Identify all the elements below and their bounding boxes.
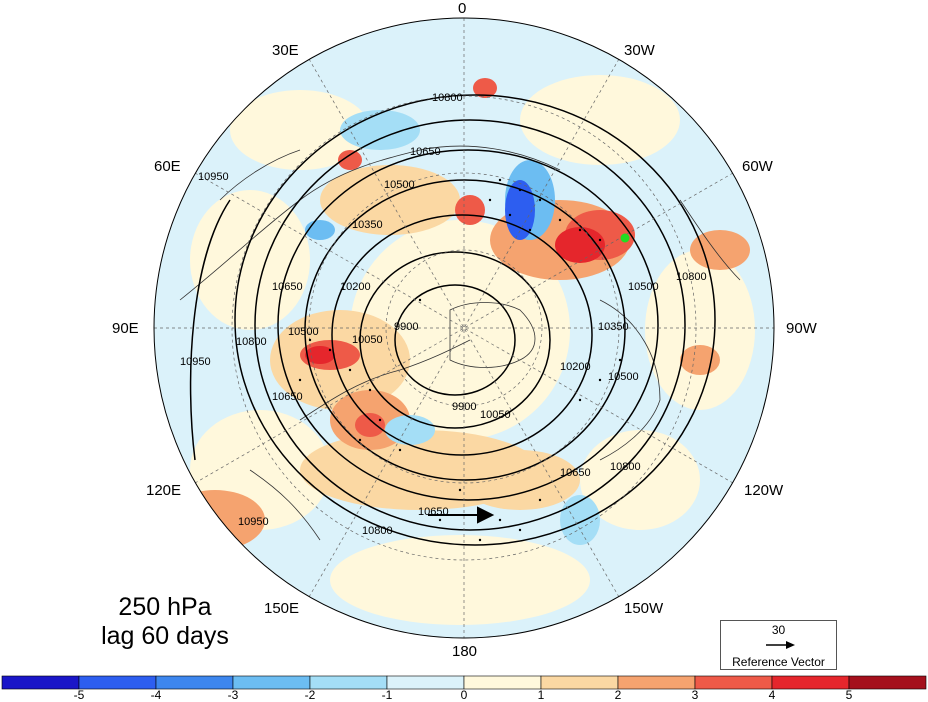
- plot-title-level: 250 hPa: [118, 593, 212, 621]
- contour-label: 10500: [628, 281, 659, 293]
- colorbar-tick-label: -1: [381, 688, 393, 702]
- colorbar-tick-label: 1: [537, 688, 545, 702]
- contour-label: 10200: [560, 361, 591, 373]
- lon-label-150w: 150W: [624, 600, 664, 617]
- colorbar: [1, 675, 927, 690]
- contour-label: 10050: [480, 409, 511, 421]
- contour-label: 10350: [352, 219, 383, 231]
- lon-label-180: 180: [452, 643, 478, 660]
- colorbar-tick-label: -3: [227, 688, 239, 702]
- colorbar-swatch: [848, 675, 927, 690]
- map-border: [153, 17, 775, 639]
- contour-label: 10800: [676, 271, 707, 283]
- colorbar-tick-label: 4: [768, 688, 776, 702]
- colorbar-tick-label: -5: [73, 688, 85, 702]
- colorbar-tick-label: 0: [460, 688, 468, 702]
- contour-label: 10500: [288, 326, 319, 338]
- contour-label: 10800: [236, 336, 267, 348]
- contour-label: 10650: [560, 467, 591, 479]
- reference-vector-value: 30: [771, 623, 786, 637]
- contour-label: 10650: [410, 146, 441, 158]
- map-wind-arrow: [428, 506, 495, 524]
- contour-label: 10500: [608, 371, 639, 383]
- location-marker: [620, 233, 630, 243]
- plot-title-lag: lag 60 days: [101, 622, 229, 650]
- contour-label: 10500: [384, 179, 415, 191]
- colorbar-tick-label: -2: [304, 688, 316, 702]
- lon-label-60w: 60W: [742, 158, 773, 175]
- lon-label-60e: 60E: [154, 158, 181, 175]
- colorbar-tick-label: 2: [614, 688, 622, 702]
- lon-label-120w: 120W: [744, 482, 784, 499]
- coastlines: [179, 145, 741, 541]
- contour-label: 10200: [340, 281, 371, 293]
- contour-label: 10950: [238, 516, 269, 528]
- contour-label: 10650: [272, 281, 303, 293]
- contour-label: 9900: [394, 321, 418, 333]
- contour-label: 10650: [418, 506, 449, 518]
- lon-label-150e: 150E: [264, 600, 300, 617]
- lon-label-30e: 30E: [272, 42, 299, 59]
- contour-label: 10950: [180, 356, 211, 368]
- contour-label: 10650: [272, 391, 303, 403]
- lon-label-120e: 120E: [146, 482, 182, 499]
- contour-label: 9900: [452, 401, 476, 413]
- colorbar-tick-label: 5: [845, 688, 853, 702]
- reference-arrow-icon: [766, 641, 795, 649]
- contour-label: 10800: [362, 525, 393, 537]
- reference-vector-label: Reference Vector: [732, 655, 825, 669]
- contour-label: 10050: [352, 334, 383, 346]
- lon-label-0: 0: [458, 0, 467, 17]
- lon-label-90e: 90E: [112, 320, 139, 337]
- reference-vector-box: 30 Reference Vector: [720, 620, 837, 670]
- contour-label: 10950: [198, 171, 229, 183]
- lon-label-30w: 30W: [624, 42, 655, 59]
- graticule: [154, 18, 774, 638]
- colorbar-tick-label: -4: [150, 688, 162, 702]
- contour-label: 10800: [432, 92, 463, 104]
- wind-vectors: [298, 178, 622, 542]
- height-contours: [189, 94, 716, 546]
- contour-label: 10800: [610, 461, 641, 473]
- colorbar-tick-label: 3: [691, 688, 699, 702]
- lon-label-90w: 90W: [786, 320, 817, 337]
- contour-label: 10350: [598, 321, 629, 333]
